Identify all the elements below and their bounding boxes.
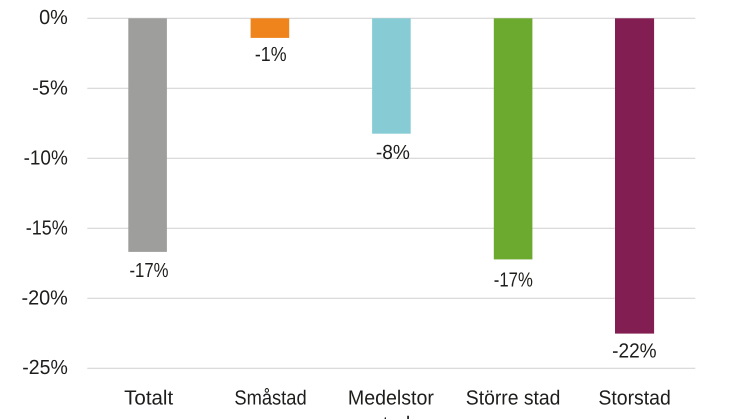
svg-text:-20%: -20% bbox=[22, 288, 68, 310]
svg-text:Medelstor: Medelstor bbox=[348, 388, 434, 410]
svg-text:Småstad: Småstad bbox=[234, 388, 306, 410]
svg-text:-15%: -15% bbox=[26, 218, 68, 240]
svg-text:-22%: -22% bbox=[612, 340, 657, 362]
svg-text:-8%: -8% bbox=[376, 142, 410, 164]
svg-text:Större stad: Större stad bbox=[466, 388, 561, 410]
svg-text:-10%: -10% bbox=[24, 148, 68, 170]
svg-text:-17%: -17% bbox=[130, 260, 169, 282]
svg-text:stad: stad bbox=[373, 414, 411, 419]
svg-text:-1%: -1% bbox=[255, 44, 287, 66]
svg-text:0%: 0% bbox=[39, 7, 68, 29]
svg-text:Totalt: Totalt bbox=[124, 388, 173, 410]
svg-text:-25%: -25% bbox=[22, 357, 68, 379]
svg-text:-17%: -17% bbox=[494, 269, 533, 291]
svg-text:Storstad: Storstad bbox=[598, 388, 670, 410]
svg-text:-5%: -5% bbox=[32, 77, 68, 99]
